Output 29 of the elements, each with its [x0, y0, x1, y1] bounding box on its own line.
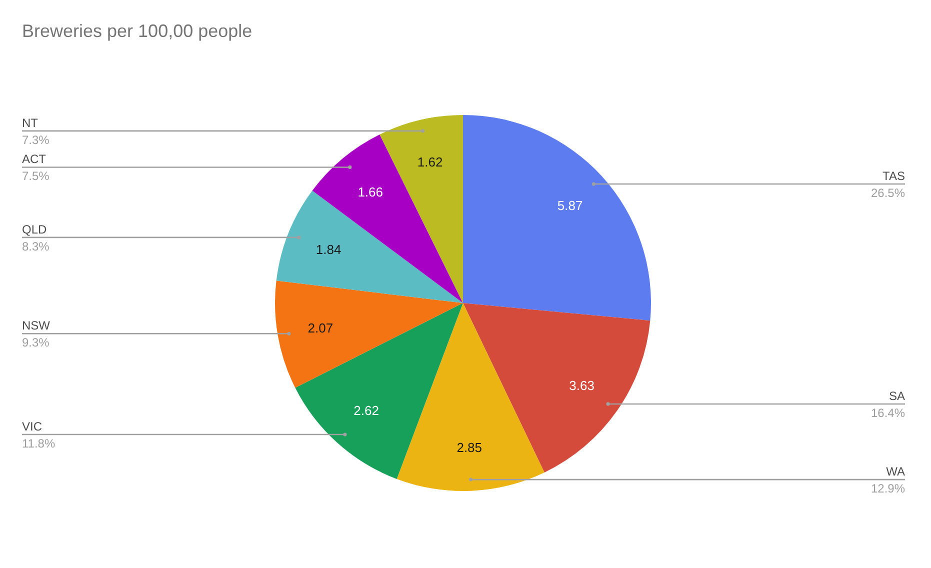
text: 7.3% — [22, 132, 50, 147]
text: 9.3% — [22, 336, 50, 350]
text: 26.5% — [870, 186, 906, 200]
slice-label: NT — [22, 116, 39, 130]
text: 16.4% — [870, 406, 906, 420]
slice-label: TAS — [882, 169, 905, 184]
data-label: 2.62 — [354, 403, 379, 418]
text: 7.5% — [22, 169, 50, 184]
pie-slice — [275, 280, 463, 388]
text: 8.3% — [22, 239, 50, 254]
pie-slice — [463, 115, 651, 321]
pie-slice — [396, 303, 544, 491]
data-label: 1.62 — [417, 154, 443, 170]
data-label: 1.66 — [358, 184, 383, 200]
pie-slice — [312, 134, 463, 303]
slice-label: ACT — [22, 152, 47, 166]
data-label: 2.85 — [456, 440, 482, 456]
slice-label: NSW — [22, 318, 51, 333]
slice-label: WA — [886, 464, 905, 479]
slice-label: VIC — [22, 420, 42, 434]
slice-label: SA — [888, 388, 905, 403]
data-label: 1.84 — [316, 242, 342, 257]
data-label: 3.63 — [569, 378, 594, 394]
slice-label: QLD — [22, 222, 48, 236]
chart-title: Breweries per 100,00 people — [22, 21, 252, 41]
data-label: 2.07 — [308, 320, 334, 336]
data-label: 5.87 — [557, 198, 583, 214]
text: 12.9% — [870, 482, 906, 496]
text: 11.8% — [22, 436, 56, 451]
